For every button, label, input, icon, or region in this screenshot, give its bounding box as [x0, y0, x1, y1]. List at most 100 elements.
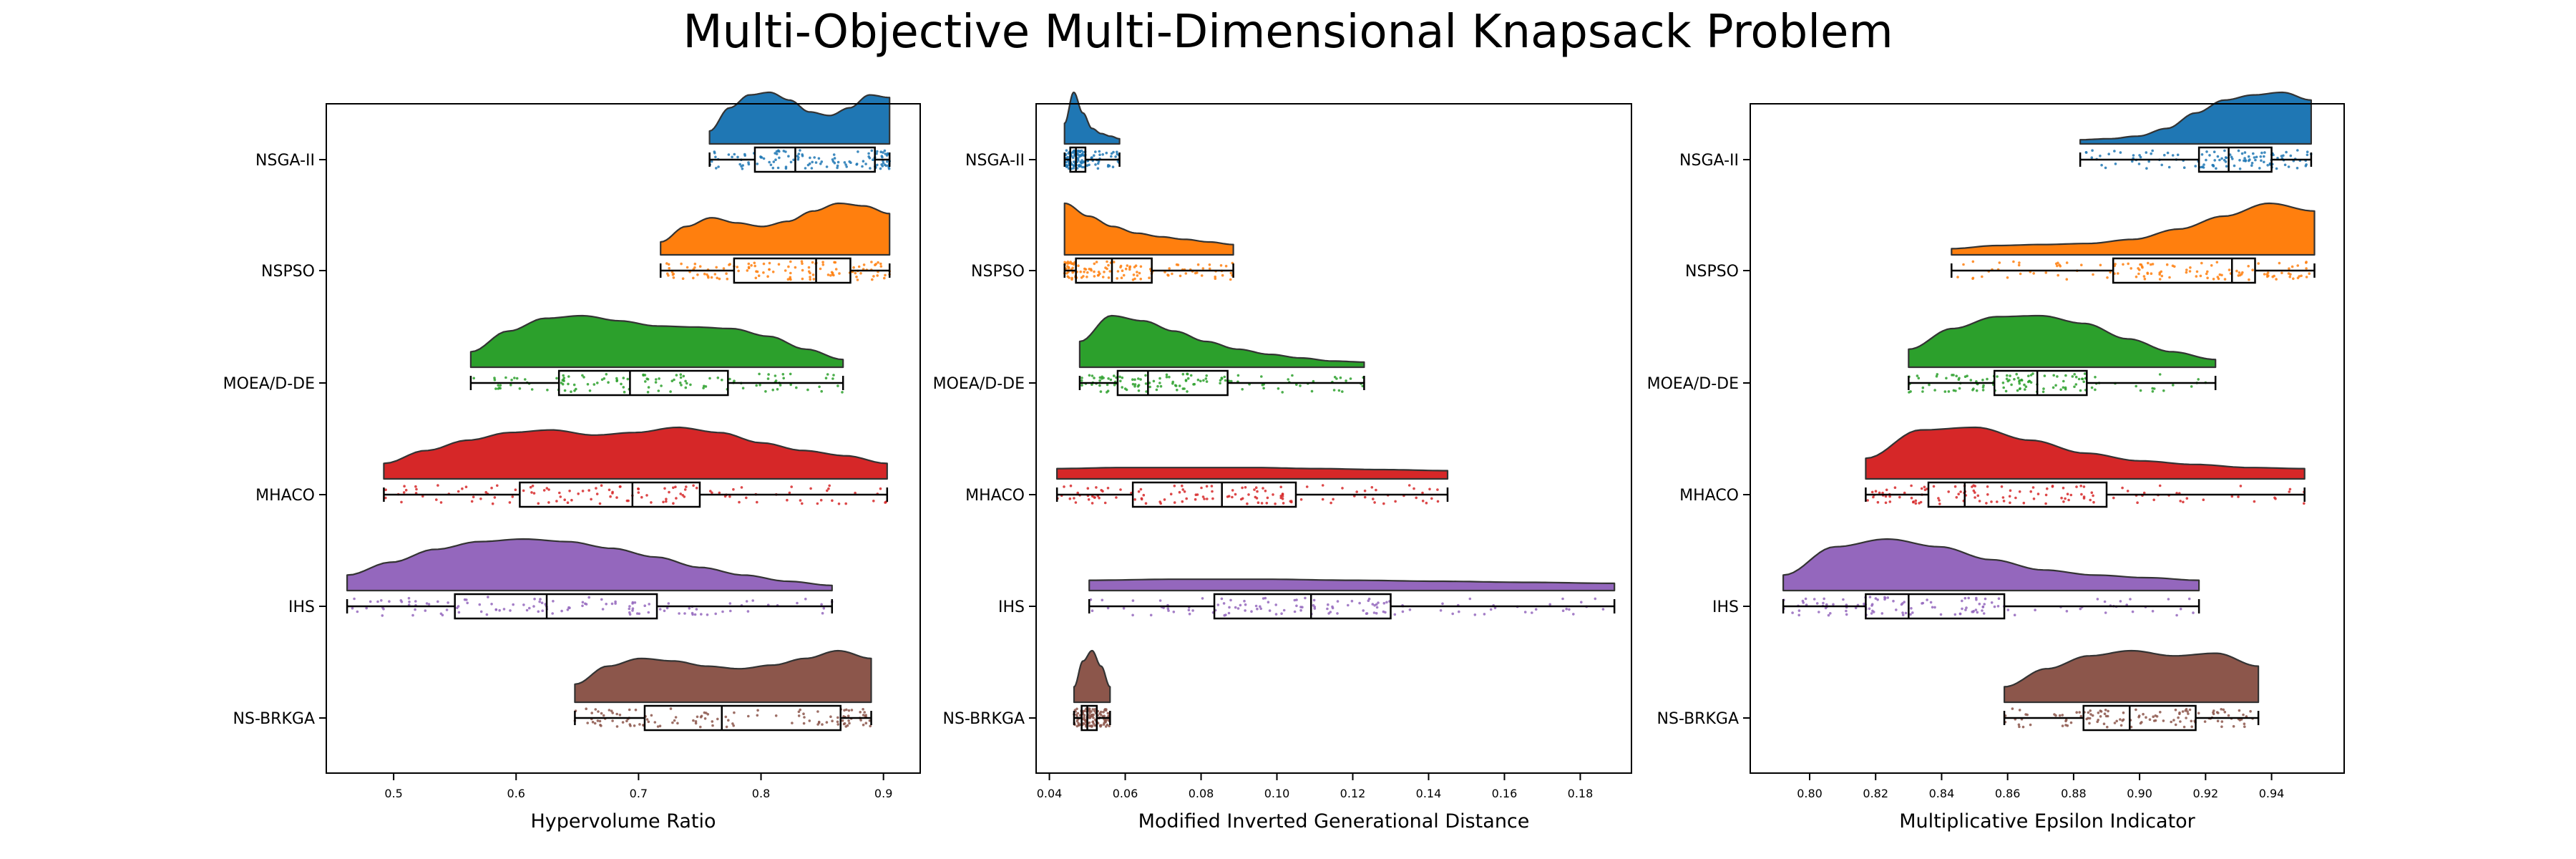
rain-point [695, 486, 698, 490]
rain-point [407, 596, 411, 600]
rain-point [1971, 276, 1975, 280]
rain-point [2129, 598, 2132, 601]
rain-point [1262, 387, 1265, 390]
rain-point [2071, 375, 2074, 378]
rain-point [1904, 611, 1908, 615]
rain-point [415, 487, 418, 491]
rain-point [472, 495, 475, 499]
rain-point [2187, 712, 2190, 715]
rain-point [1115, 496, 1118, 499]
rain-point [1105, 151, 1108, 155]
y-tick-label: NSGA-II [255, 152, 315, 170]
rain-point [2216, 276, 2220, 278]
rain-point [702, 387, 705, 389]
rain-point [1253, 488, 1256, 491]
rain-point [608, 488, 611, 492]
rain-point [2257, 262, 2260, 265]
rain-point [1959, 490, 1962, 493]
rain-point [782, 150, 786, 152]
rain-point [1072, 167, 1075, 170]
rain-point [1901, 613, 1905, 616]
iqr-box [1116, 369, 1229, 397]
rain-point [2122, 711, 2125, 714]
density-cloud [383, 426, 888, 480]
iqr-box [753, 146, 876, 173]
rain-point [1128, 265, 1132, 268]
rain-point [1076, 149, 1080, 152]
rain-point [2119, 718, 2122, 721]
rain-point [1106, 260, 1108, 263]
rain-point [464, 485, 468, 488]
rain-point [2266, 271, 2270, 274]
rain-point [1120, 276, 1123, 280]
rain-point [668, 267, 670, 270]
rain-point [399, 599, 403, 602]
rain-point [803, 716, 806, 719]
rain-point [605, 373, 608, 376]
rain-point [2075, 711, 2078, 714]
rain-point [2014, 496, 2017, 500]
rain-point [727, 153, 731, 156]
rain-point [872, 275, 875, 278]
rain-point [1137, 490, 1141, 493]
rain-point [704, 385, 708, 388]
rain-point [1818, 611, 1820, 613]
rain-point [883, 149, 887, 152]
rain-point [740, 486, 743, 489]
rain-point [1918, 502, 1921, 505]
iqr-box [519, 481, 701, 508]
rain-point [1355, 490, 1358, 493]
rain-point [855, 276, 858, 278]
rain-point [2058, 263, 2061, 266]
rain-point [1088, 717, 1091, 719]
rain-point [1231, 495, 1234, 499]
rain-point [2205, 158, 2207, 162]
rain-point [640, 495, 643, 499]
rain-point [2222, 708, 2225, 712]
rain-point [2182, 500, 2185, 504]
rain-point [545, 487, 549, 490]
rain-point [2104, 714, 2108, 718]
rain-point [2089, 709, 2092, 712]
rain-point [1921, 386, 1925, 389]
rain-point [813, 156, 816, 159]
rain-point [1106, 383, 1109, 387]
density-cloud [1908, 314, 2217, 369]
rain-point [2145, 716, 2147, 719]
rain-point [2266, 164, 2269, 167]
rain-point [2296, 167, 2299, 170]
rain-point [1121, 386, 1123, 389]
rain-point [1236, 374, 1240, 377]
rain-point [1295, 598, 1298, 601]
rain-point [2018, 490, 2021, 493]
rain-point [1131, 382, 1135, 386]
rain-point [1561, 609, 1565, 612]
rain-point [2074, 375, 2078, 379]
rain-point [2099, 263, 2102, 267]
rain-point [1373, 603, 1376, 607]
rain-point [566, 608, 570, 611]
rain-point [408, 601, 411, 603]
rain-point [2090, 386, 2094, 389]
rain-point [491, 502, 494, 505]
rain-point [1083, 709, 1086, 712]
rain-point [1181, 484, 1184, 487]
y-tick-label: NSGA-II [1679, 152, 1739, 170]
rain-point [836, 166, 839, 170]
rain-point [857, 265, 861, 268]
rain-point [439, 612, 443, 616]
rain-point [1565, 607, 1568, 611]
rain-point [674, 716, 678, 719]
rain-point [1091, 383, 1093, 386]
rain-point [447, 601, 449, 604]
y-tick-label: NSGA-II [965, 152, 1025, 170]
rain-point [670, 271, 674, 274]
rain-point [1063, 261, 1066, 264]
rain-point [1832, 603, 1835, 606]
rain-point [2233, 164, 2236, 168]
rain-point [1087, 709, 1091, 712]
rain-point [622, 377, 625, 379]
rain-point [819, 267, 822, 271]
rain-point [1413, 487, 1415, 490]
rain-point [2013, 378, 2016, 381]
